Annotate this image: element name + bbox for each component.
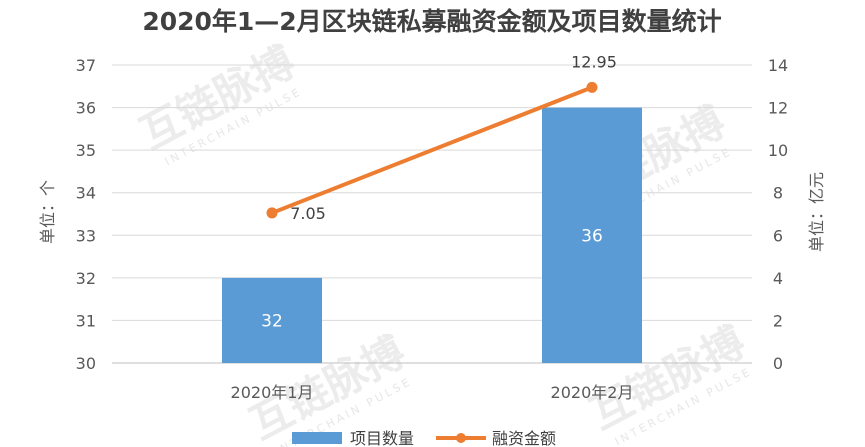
right-tick-label: 14	[768, 56, 788, 75]
right-tick-label: 10	[768, 141, 788, 160]
line-data-label: 7.05	[290, 204, 326, 223]
left-axis-label: 单位：个	[38, 180, 57, 244]
right-tick-label: 12	[768, 99, 788, 118]
series-line	[270, 85, 594, 215]
category-label: 2020年2月	[551, 383, 634, 402]
right-tick-label: 2	[773, 311, 783, 330]
bar-data-label: 32	[261, 311, 283, 331]
left-tick-label: 32	[76, 269, 96, 288]
bar-data-label: 36	[581, 226, 603, 246]
chart-title: 2020年1—2月区块链私募融资金额及项目数量统计	[142, 7, 721, 36]
left-tick-label: 35	[76, 141, 96, 160]
left-tick-label: 34	[76, 184, 96, 203]
line-data-label: 12.95	[571, 52, 617, 71]
left-tick-label: 30	[76, 354, 96, 373]
line-series: 7.05 12.95	[266, 52, 617, 223]
category-label: 2020年1月	[231, 383, 314, 402]
line-point	[586, 81, 598, 93]
left-tick-label: 33	[76, 226, 96, 245]
right-tick-label: 0	[773, 354, 783, 373]
category-labels: 2020年1月 2020年2月	[231, 383, 634, 402]
bar-series: 32 36	[222, 107, 642, 363]
legend-label: 融资金额	[492, 429, 556, 447]
left-tick-label: 37	[76, 56, 96, 75]
right-axis-label: 单位：亿元	[807, 172, 826, 252]
right-tick-label: 4	[773, 269, 783, 288]
legend-swatch-bar	[292, 432, 342, 444]
legend-label: 项目数量	[350, 429, 414, 447]
left-tick-label: 36	[76, 99, 96, 118]
right-tick-label: 6	[773, 226, 783, 245]
legend: 项目数量 融资金额	[292, 429, 556, 447]
right-axis-ticks: 0 2 4 6 8 10 12 14	[768, 56, 788, 373]
right-tick-label: 8	[773, 184, 783, 203]
line-point	[266, 207, 278, 219]
left-tick-label: 31	[76, 311, 96, 330]
bar	[222, 277, 322, 363]
left-axis-ticks: 30 31 32 33 34 35 36 37	[76, 56, 96, 373]
legend-marker	[456, 433, 466, 443]
bar	[542, 107, 642, 363]
